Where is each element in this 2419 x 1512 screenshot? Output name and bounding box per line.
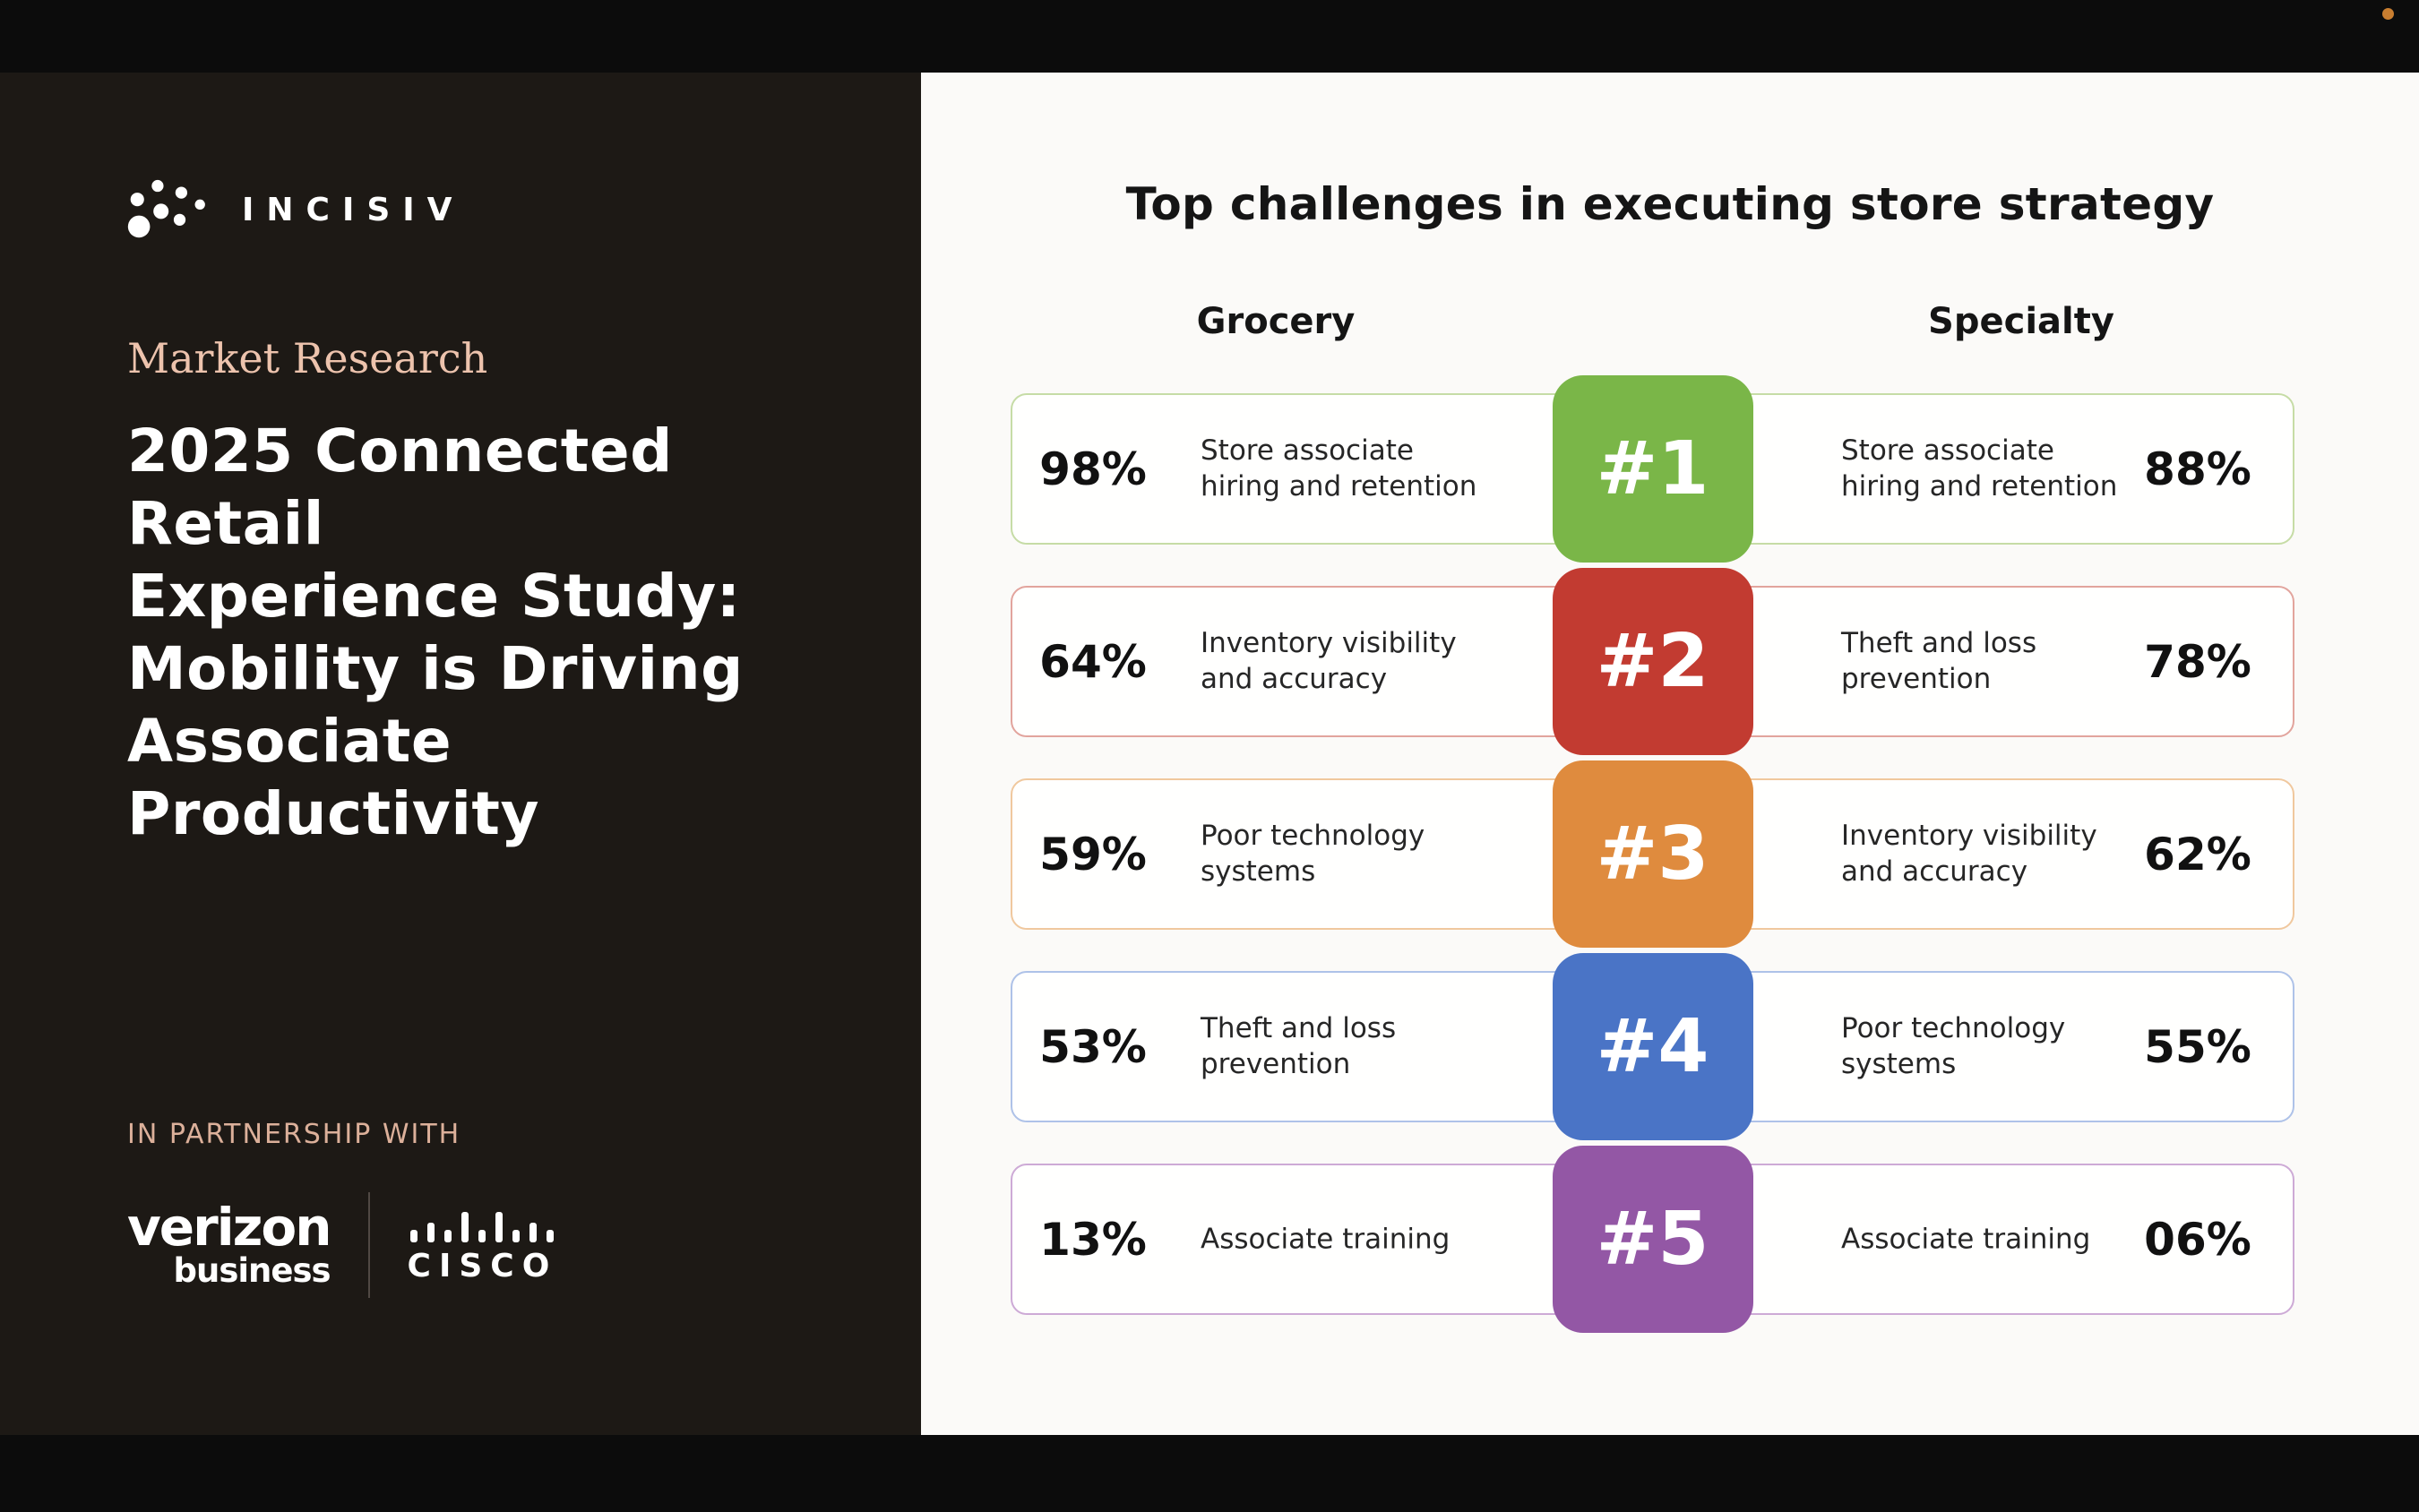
specialty-label-1: Store associate hiring and retention [1841,434,2118,503]
specialty-percentage-5: 06% [2144,1213,2251,1266]
rank-badge-5: #5 [1552,1146,1753,1333]
rank-badge-4: #4 [1552,953,1753,1140]
challenge-row-4: 53% Theft and loss prevention #4 Poor te… [1011,953,2294,1140]
challenge-row-1: 98% Store associate hiring and retention… [1011,375,2294,563]
specialty-label-4: Poor technology systems [1841,1011,2066,1081]
challenge-row-2: 64% Inventory visibility and accuracy #2… [1011,568,2294,755]
grocery-percentage-4: 53% [1039,1020,1147,1073]
rank-badge-1: #1 [1552,375,1753,563]
grocery-percentage-5: 13% [1039,1213,1147,1266]
incisiv-logo-text: INCISIV [242,191,465,228]
grocery-label-2: Inventory visibility and accuracy [1201,626,1457,696]
specialty-percentage-1: 88% [2144,442,2251,495]
cisco-wordmark: CISCO [407,1247,558,1284]
verizon-wordmark: verizon [127,1197,332,1259]
slide-title-line-3: Mobility is Driving [127,634,744,703]
specialty-label-5: Associate training [1841,1223,2091,1256]
specialty-label-2: Theft and loss prevention [1841,626,2037,696]
grocery-percentage-3: 59% [1039,828,1147,881]
grocery-label-1: Store associate hiring and retention [1201,434,1477,503]
eyebrow-market-research: Market Research [127,334,488,382]
rank-badge-2: #2 [1552,568,1753,755]
cisco-logo: CISCO [408,1207,558,1284]
partnership-label: IN PARTNERSHIP WITH [127,1119,461,1150]
grocery-label-5: Associate training [1201,1223,1451,1256]
challenge-row-5: 13% Associate training #5 Associate trai… [1011,1146,2294,1333]
incisiv-logo-icon [127,179,205,238]
specialty-label-3: Inventory visibility and accuracy [1841,819,2097,889]
logo-divider [367,1192,370,1298]
slide-title-line-1: 2025 Connected Retail [127,417,673,558]
verizon-business-wordmark: business [173,1250,331,1290]
verizon-business-logo: verizon business [127,1197,332,1290]
specialty-percentage-3: 62% [2144,828,2251,881]
title-panel: INCISIV Market Research 2025 Connected R… [0,73,921,1435]
challenge-board: 98% Store associate hiring and retention… [1011,375,2294,1356]
slide-title-line-4: Associate Productivity [127,707,540,848]
specialty-percentage-4: 55% [2144,1020,2251,1073]
indicator-dot [2382,8,2394,20]
grocery-percentage-1: 98% [1039,442,1147,495]
grocery-label-3: Poor technology systems [1201,819,1425,889]
column-header-specialty: Specialty [1928,301,2114,342]
grocery-label-4: Theft and loss prevention [1201,1011,1397,1081]
specialty-percentage-2: 78% [2144,635,2251,688]
column-header-grocery: Grocery [1196,301,1356,342]
incisiv-logo: INCISIV [125,176,465,244]
chart-panel: Top challenges in executing store strate… [921,73,2419,1435]
cisco-bars-icon [410,1211,555,1242]
partner-logos: verizon business [127,1192,557,1298]
chart-title: Top challenges in executing store strate… [1125,178,2215,230]
slide-title-line-2: Experience Study: [127,562,741,631]
rank-badge-3: #3 [1552,760,1753,948]
challenge-row-3: 59% Poor technology systems #3 Inventory… [1011,760,2294,948]
slide: INCISIV Market Research 2025 Connected R… [0,73,2419,1435]
slide-title: 2025 Connected Retail Experience Study: … [127,415,880,850]
grocery-percentage-2: 64% [1039,635,1147,688]
